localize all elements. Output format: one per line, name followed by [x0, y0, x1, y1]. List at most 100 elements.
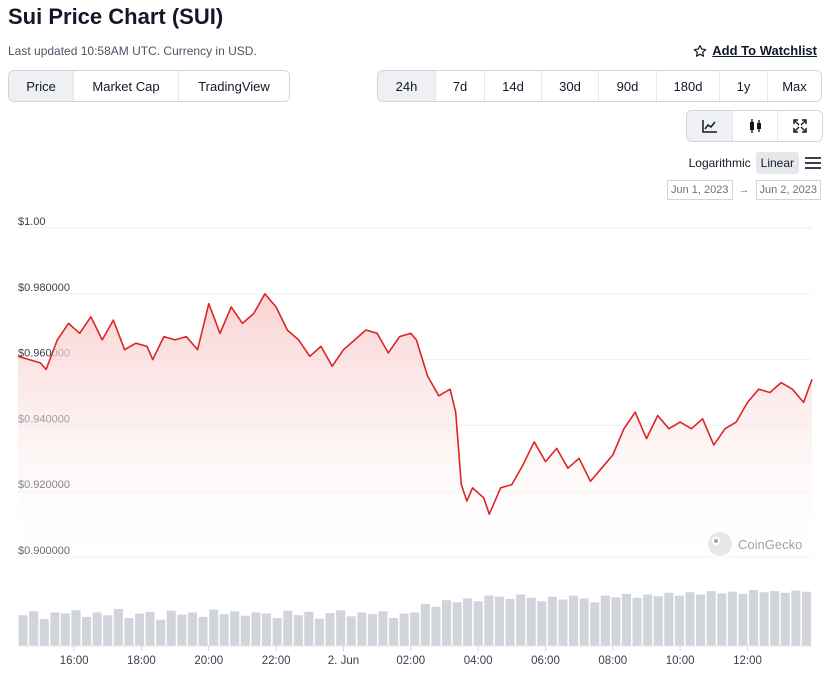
x-axis: 16:00 18:00 20:00 22:00 2. Jun 02:00 04:00 06:0… [60, 646, 762, 667]
volume-bar [431, 606, 441, 646]
volume-bar [346, 616, 356, 646]
last-updated-text: Last updated 10:58AM UTC. Currency in US… [8, 44, 257, 58]
watchlist-label: Add To Watchlist [712, 43, 817, 58]
y-tick-label: $0.980000 [18, 282, 70, 294]
date-to-input[interactable]: Jun 2, 2023 [755, 180, 821, 200]
x-tick-label: 06:00 [531, 655, 560, 667]
candlestick-icon [750, 119, 761, 133]
range-7d[interactable]: 7d [436, 71, 485, 101]
volume-bar [325, 613, 335, 646]
tab-market-cap[interactable]: Market Cap [74, 71, 179, 101]
date-arrow: → [738, 184, 750, 196]
volume-bar [399, 613, 409, 646]
volume-bar [251, 612, 261, 646]
volume-bar [187, 612, 197, 646]
chart-tools [686, 110, 823, 142]
volume-bar [685, 592, 695, 646]
volume-bar [749, 590, 759, 646]
price-line [17, 293, 813, 515]
volume-bar [579, 598, 589, 646]
range-max[interactable]: Max [768, 71, 821, 101]
volume-bar [442, 600, 452, 646]
volume-bar [410, 612, 420, 646]
date-from-input[interactable]: Jun 1, 2023 [667, 180, 733, 200]
volume-bar [463, 598, 473, 646]
volume-bar [230, 611, 240, 646]
volume-bar [156, 619, 166, 646]
add-to-watchlist-link[interactable]: Add To Watchlist [693, 43, 817, 58]
volume-bar [738, 593, 748, 646]
x-tick-label: 22:00 [262, 655, 291, 667]
x-tick-label: 16:00 [60, 655, 89, 667]
price-area [18, 293, 812, 557]
volume-bar [632, 597, 642, 646]
range-180d[interactable]: 180d [657, 71, 720, 101]
x-tick-label: 10:00 [666, 655, 695, 667]
x-tick-label: 08:00 [598, 655, 627, 667]
volume-bar [558, 599, 568, 646]
date-range: Jun 1, 2023 → Jun 2, 2023 [667, 180, 821, 200]
volume-bar [780, 592, 790, 646]
volume-bar [336, 610, 346, 646]
volume-bar [240, 615, 250, 646]
volume-bar [177, 614, 187, 646]
scale-logarithmic[interactable]: Logarithmic [688, 156, 751, 170]
volume-bar [696, 594, 706, 646]
watermark-text: CoinGecko [738, 537, 802, 552]
star-icon [694, 44, 707, 57]
range-1y[interactable]: 1y [720, 71, 768, 101]
volume-bar [357, 612, 367, 646]
volume-bar [484, 595, 494, 646]
volume-bar [113, 609, 123, 646]
x-tick-label: 04:00 [464, 655, 493, 667]
range-14d[interactable]: 14d [485, 71, 542, 101]
tab-price[interactable]: Price [9, 71, 74, 101]
tab-tradingview[interactable]: TradingView [179, 71, 289, 101]
volume-bar [135, 613, 145, 646]
candlestick-button[interactable] [733, 111, 778, 141]
volume-bar [283, 610, 293, 646]
volume-bar [516, 594, 526, 646]
volume-bar [537, 601, 547, 646]
volume-bar [262, 613, 272, 646]
volume-bar [717, 593, 727, 646]
range-90d[interactable]: 90d [599, 71, 657, 101]
volume-bar [505, 599, 515, 646]
fullscreen-button[interactable] [778, 111, 822, 141]
volume-bar [643, 594, 653, 646]
scale-linear[interactable]: Linear [755, 152, 799, 174]
scale-toggle: Logarithmic Linear [684, 152, 821, 174]
volume-bar [526, 597, 536, 646]
volume-bar [18, 615, 28, 646]
coingecko-watermark: CoinGecko [708, 532, 802, 556]
volume-bar [674, 595, 684, 646]
volume-bar [367, 614, 377, 646]
volume-bar [791, 590, 801, 646]
volume-bar [71, 610, 81, 646]
volume-bar [103, 615, 113, 646]
volume-bar [653, 596, 663, 646]
x-tick-label: 20:00 [194, 655, 223, 667]
volume-bar [664, 592, 674, 646]
volume-bar [801, 591, 811, 646]
volume-bar [611, 597, 621, 646]
page-title: Sui Price Chart (SUI) [8, 4, 224, 29]
menu-icon[interactable] [805, 157, 821, 169]
volume-bar [60, 613, 70, 646]
volume-bar [304, 611, 314, 646]
x-tick-label: 2. Jun [328, 655, 359, 667]
volume-bars [18, 590, 811, 646]
x-tick-label: 02:00 [396, 655, 425, 667]
range-24h[interactable]: 24h [378, 71, 436, 101]
range-30d[interactable]: 30d [542, 71, 599, 101]
volume-bar [452, 602, 462, 646]
volume-bar [759, 592, 769, 646]
y-tick-label: $1.00 [18, 216, 46, 228]
volume-bar [420, 604, 430, 646]
volume-bar [92, 612, 102, 646]
time-range-tabs: 24h 7d 14d 30d 90d 180d 1y Max [377, 70, 822, 102]
volume-bar [29, 611, 39, 646]
volume-bar [166, 610, 176, 646]
line-chart-button[interactable] [687, 111, 733, 141]
